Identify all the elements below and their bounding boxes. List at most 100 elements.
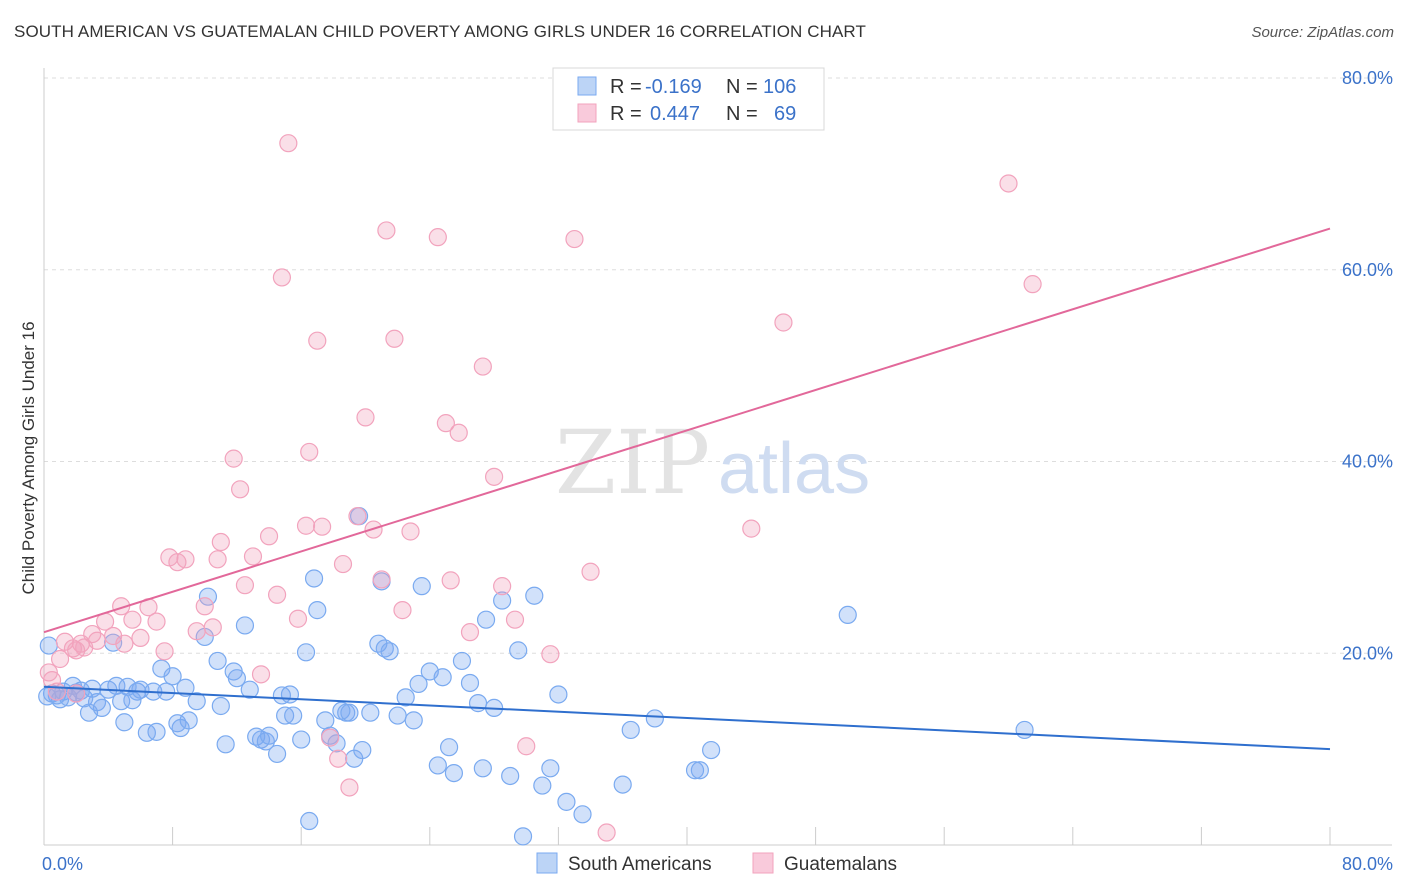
guatemalan-point-38 [296,516,316,535]
guatemalan-point-29 [231,480,250,499]
south-american-point-87 [509,641,528,660]
guatemalan-point-28 [224,449,243,468]
south-american-point-33 [198,587,218,606]
south-american-point-89 [525,586,544,605]
guatemalan-point-50 [377,221,396,240]
guatemalan-point-22 [176,550,195,569]
stats-legend: R = -0.169 N = 106 R = 0.447 N = 69 [552,67,825,131]
guatemalan-point-65 [565,229,584,249]
south-american-point-94 [573,805,592,824]
south-american-point-31 [187,692,206,711]
guatemalan-point-39 [300,442,319,462]
guatemalan-point-18 [147,612,166,631]
south-american-point-70 [396,688,415,707]
trend-lines [43,227,1331,751]
guatemalan-point-62 [505,610,525,629]
south-american-point-93 [557,792,576,811]
south-american-point-92 [549,685,568,704]
legend-n-value-2: 69 [774,103,796,125]
south-american-point-69 [388,706,407,725]
legend-r-label-2: R = [610,103,642,125]
legend-r-value-1: -0.169 [645,76,702,98]
x-tick-label-0: 0.0% [42,854,83,874]
guatemalans-trend-line [43,227,1331,634]
south-american-point-48 [280,685,300,704]
south-american-point-71 [404,711,423,730]
guatemalan-point-16 [131,628,150,648]
south-american-point-83 [476,610,496,629]
south-american-point-68 [380,642,399,661]
guatemalan-point-67 [597,823,616,842]
legend-r-value-2: 0.447 [650,103,700,125]
y-tick-label-3: 80.0% [1342,68,1393,88]
guatemalan-point-31 [243,547,263,566]
guatemalan-point-10 [87,631,107,650]
guatemalan-point-19 [155,642,174,661]
south-american-point-75 [428,756,447,775]
grid-lines [44,77,1392,654]
south-american-point-35 [211,696,230,716]
guatemalan-point-43 [329,749,348,768]
guatemalan-point-57 [449,423,468,442]
south-american-point-17 [115,713,134,732]
guatemalan-point-40 [308,331,327,350]
south-american-point-49 [284,706,303,725]
south-american-point-50 [292,730,311,749]
south-american-point-72 [409,674,428,694]
y-tick-label-0: 20.0% [1342,643,1393,663]
legend-swatch-guatemalans [577,103,597,123]
south-american-point-79 [452,651,472,671]
guatemalan-point-44 [333,554,353,574]
south-american-point-101 [838,605,857,625]
guatemalan-point-33 [259,527,279,546]
south-american-point-36 [216,735,235,754]
guatemalan-point-3 [50,649,70,669]
guatemalan-point-66 [581,562,600,581]
watermark-zip: ZIP [555,411,710,514]
south-american-point-40 [240,680,259,699]
guatemalan-point-36 [279,134,298,153]
guatemalan-point-63 [517,737,536,756]
south-american-point-21 [137,723,156,742]
guatemalan-point-59 [473,357,492,376]
south-american-point-53 [304,569,324,588]
south-american-point-30 [179,711,198,730]
south-american-point-80 [460,673,480,693]
south-american-point-60 [340,703,359,722]
guatemalan-point-70 [999,174,1018,193]
south-american-point-96 [621,720,640,740]
series-swatch-guatemalans [752,852,774,874]
y-tick-labels: 20.0% 40.0% 60.0% 80.0% [1342,68,1393,663]
series-label-guatemalans: Guatemalans [784,854,897,875]
y-tick-label-1: 40.0% [1342,452,1393,472]
south-american-point-98 [685,761,705,780]
south-american-point-45 [267,744,287,764]
south-american-point-95 [613,775,632,794]
y-tick-label-2: 60.0% [1342,260,1393,280]
south-american-point-100 [702,740,721,760]
south-american-point-38 [227,669,246,688]
south-american-point-29 [176,678,195,697]
south-american-point-78 [444,763,464,783]
series-label-south-americans: South Americans [568,854,712,875]
guatemalan-point-53 [401,522,420,541]
guatemalan-point-60 [485,467,504,486]
guatemalan-point-42 [321,728,340,747]
guatemalan-point-30 [235,576,255,595]
south-american-point-0 [39,636,58,655]
scatter-points [38,134,1042,846]
south-american-point-54 [308,601,327,620]
south-american-point-90 [533,776,552,795]
axes [43,68,1392,846]
legend-swatch-south-americans [577,76,597,96]
guatemalan-point-25 [203,618,222,637]
south-american-point-44 [259,726,279,745]
guatemalan-point-45 [340,778,359,797]
south-american-point-99 [690,761,709,780]
south-american-point-12 [92,698,111,717]
south-american-point-23 [147,722,166,741]
south-american-point-77 [439,738,459,757]
guatemalan-point-54 [428,228,447,247]
south-american-point-97 [645,709,664,728]
